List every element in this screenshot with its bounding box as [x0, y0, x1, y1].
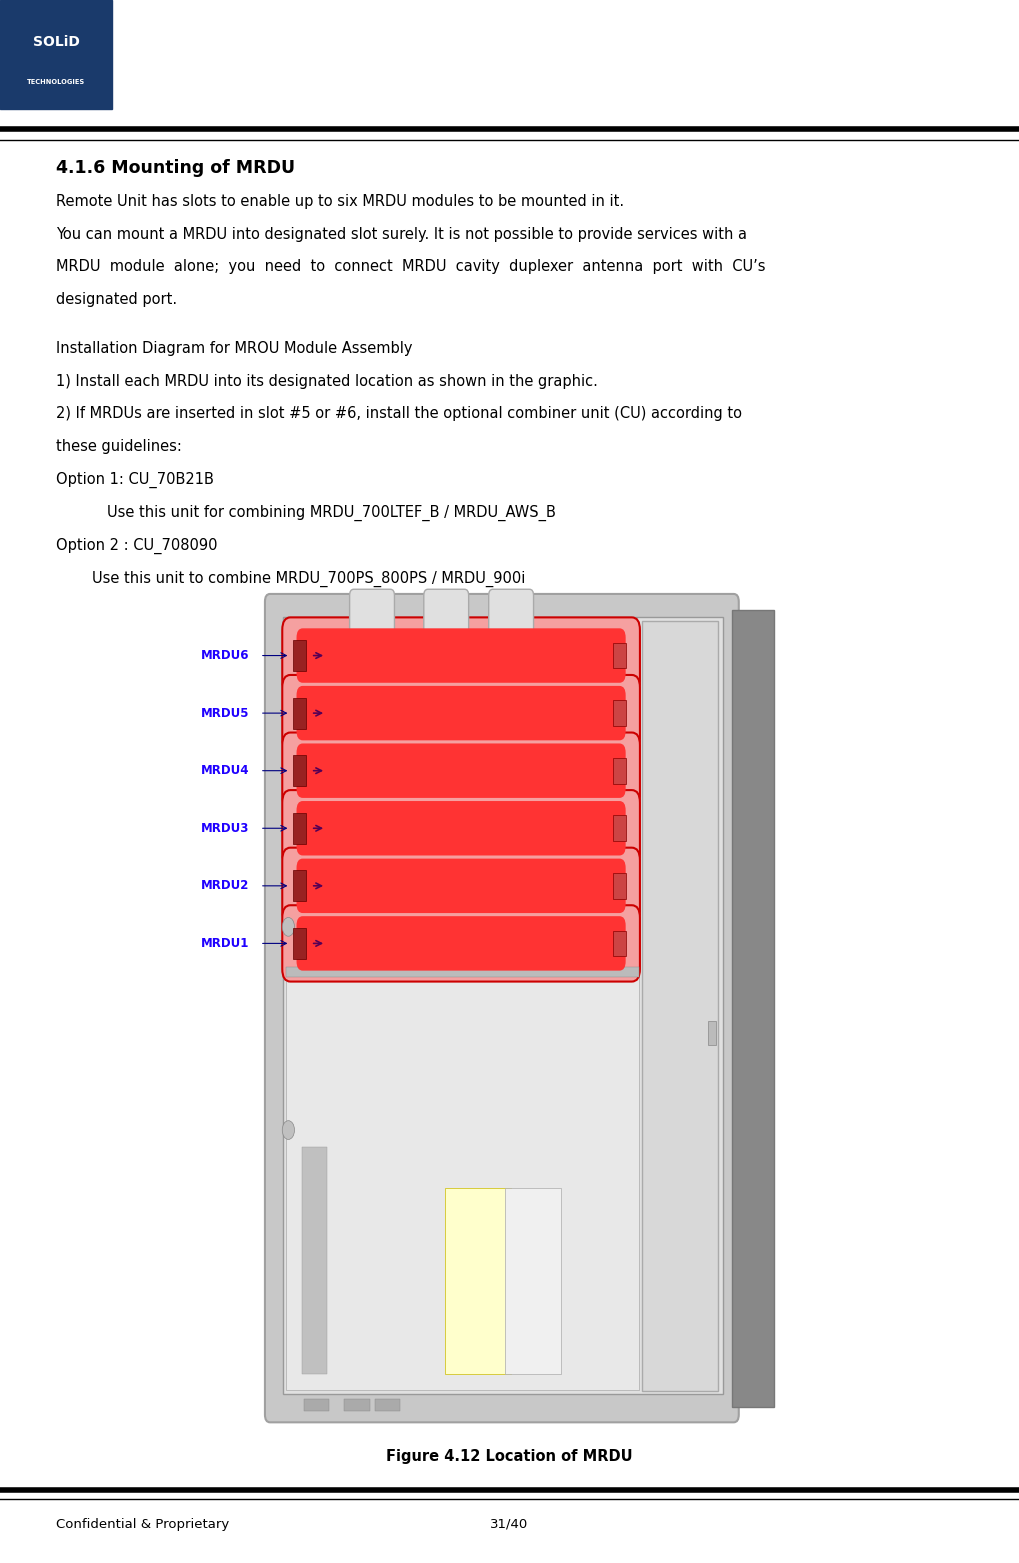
Bar	[642, 621, 718, 1391]
Bar	[302, 1147, 327, 1374]
Bar	[293, 871, 306, 902]
Bar	[0, 0, 112, 109]
Text: Use this unit for combining MRDU_700LTEF_B / MRDU_AWS_B: Use this unit for combining MRDU_700LTEF…	[107, 505, 556, 520]
Text: 2) If MRDUs are inserted in slot #5 or #6, install the optional combiner unit (C: 2) If MRDUs are inserted in slot #5 or #…	[56, 406, 742, 422]
Text: Remote Unit has slots to enable up to six MRDU modules to be mounted in it.: Remote Unit has slots to enable up to si…	[56, 194, 625, 209]
Bar	[375, 1399, 400, 1411]
Text: SOLiD: SOLiD	[33, 34, 79, 48]
Circle shape	[282, 917, 294, 936]
Bar	[613, 758, 626, 783]
Text: these guidelines:: these guidelines:	[56, 439, 182, 455]
Bar	[304, 1399, 329, 1411]
Text: MRDU4: MRDU4	[201, 764, 250, 777]
FancyBboxPatch shape	[282, 733, 640, 810]
Bar	[732, 610, 774, 1407]
Bar	[613, 700, 626, 725]
FancyBboxPatch shape	[282, 905, 640, 982]
FancyBboxPatch shape	[297, 858, 626, 913]
Bar	[613, 874, 626, 899]
Text: MRDU  module  alone;  you  need  to  connect  MRDU  cavity  duplexer  antenna  p: MRDU module alone; you need to connect M…	[56, 259, 765, 275]
Text: Figure 4.12 Location of MRDU: Figure 4.12 Location of MRDU	[386, 1449, 633, 1465]
Bar	[505, 1188, 561, 1374]
FancyBboxPatch shape	[297, 800, 626, 855]
Bar	[613, 642, 626, 669]
Text: Installation Diagram for MROU Module Assembly: Installation Diagram for MROU Module Ass…	[56, 341, 413, 356]
Bar	[613, 930, 626, 957]
FancyBboxPatch shape	[282, 675, 640, 752]
Text: TECHNOLOGIES: TECHNOLOGIES	[26, 80, 86, 84]
FancyBboxPatch shape	[282, 847, 640, 924]
FancyBboxPatch shape	[350, 589, 394, 639]
Text: MRDU2: MRDU2	[202, 880, 250, 892]
FancyBboxPatch shape	[265, 594, 739, 1422]
Bar	[283, 617, 723, 1394]
FancyBboxPatch shape	[424, 589, 469, 639]
Text: MRDU6: MRDU6	[201, 649, 250, 663]
Text: 31/40: 31/40	[490, 1518, 529, 1530]
Bar	[286, 967, 639, 977]
Bar	[708, 1021, 716, 1044]
FancyBboxPatch shape	[282, 617, 640, 694]
Text: MRDU3: MRDU3	[202, 822, 250, 835]
FancyBboxPatch shape	[282, 791, 640, 866]
FancyBboxPatch shape	[297, 916, 626, 971]
Text: 4.1.6 Mounting of MRDU: 4.1.6 Mounting of MRDU	[56, 159, 296, 178]
FancyBboxPatch shape	[297, 686, 626, 741]
FancyBboxPatch shape	[489, 589, 534, 639]
Circle shape	[282, 1121, 294, 1139]
Text: MRDU5: MRDU5	[201, 706, 250, 719]
Text: Use this unit to combine MRDU_700PS_800PS / MRDU_900i: Use this unit to combine MRDU_700PS_800P…	[92, 570, 525, 586]
Text: Option 2 : CU_708090: Option 2 : CU_708090	[56, 538, 217, 553]
Text: Option 1: CU_70B21B: Option 1: CU_70B21B	[56, 472, 214, 488]
Bar	[293, 928, 306, 958]
Bar	[445, 1188, 512, 1374]
Bar	[286, 977, 639, 1390]
FancyBboxPatch shape	[297, 628, 626, 683]
FancyBboxPatch shape	[297, 744, 626, 799]
Bar	[344, 1399, 370, 1411]
Text: You can mount a MRDU into designated slot surely. It is not possible to provide : You can mount a MRDU into designated slo…	[56, 227, 747, 242]
Text: 1) Install each MRDU into its designated location as shown in the graphic.: 1) Install each MRDU into its designated…	[56, 374, 598, 389]
Bar	[293, 641, 306, 671]
Text: MRDU1: MRDU1	[202, 936, 250, 950]
Text: designated port.: designated port.	[56, 292, 177, 308]
Bar	[613, 816, 626, 841]
Bar	[293, 813, 306, 844]
Bar	[293, 755, 306, 786]
Text: Confidential & Proprietary: Confidential & Proprietary	[56, 1518, 229, 1530]
Bar	[293, 697, 306, 728]
